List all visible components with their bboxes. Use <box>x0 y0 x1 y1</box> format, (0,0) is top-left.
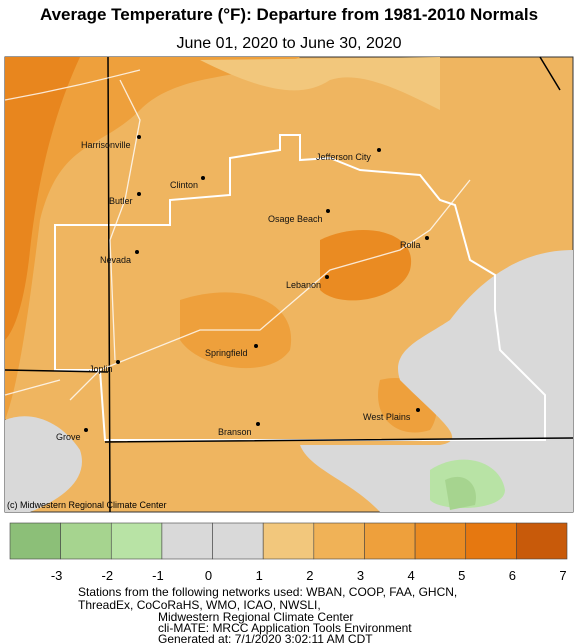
legend-tick-label: 0 <box>205 568 212 583</box>
state-boundary <box>4 56 574 513</box>
city-label: Rolla <box>400 240 421 250</box>
legend-swatch <box>262 522 315 560</box>
mild-area <box>200 57 440 110</box>
legend-swatch <box>465 522 517 560</box>
legend-tick-label: 6 <box>509 568 516 583</box>
neutral-area <box>300 250 573 512</box>
city-label: Lebanon <box>286 280 321 290</box>
city-label: Osage Beach <box>268 214 323 224</box>
footer-line: cli-MATE: MRCC Application Tools Environ… <box>158 621 412 635</box>
city-label: West Plains <box>363 412 411 422</box>
legend-swatch <box>60 522 112 560</box>
neutral-area <box>5 416 82 512</box>
warm-area <box>5 57 300 420</box>
legend-tick-label: -2 <box>101 568 113 583</box>
legend-swatch <box>161 522 213 560</box>
legend-tick-label: 5 <box>458 568 465 583</box>
legend: -3 -2 -1 0 1 2 3 4 5 6 7 <box>9 522 568 583</box>
legend-swatch <box>516 522 568 560</box>
hot-area <box>320 230 412 301</box>
legend-swatch <box>414 522 467 560</box>
credit: (c) Midwestern Regional Climate Center <box>7 500 167 510</box>
city-label: Joplin <box>89 364 113 374</box>
legend-tick-label: -3 <box>51 568 63 583</box>
city-label: Grove <box>56 432 81 442</box>
city-label: Branson <box>218 427 252 437</box>
map <box>4 56 574 513</box>
footer-line: Stations from the following networks use… <box>78 585 457 599</box>
city-label: Harrisonville <box>81 140 131 150</box>
legend-swatch <box>212 522 264 560</box>
city-label: Butler <box>109 196 133 206</box>
legend-tick-label: 1 <box>256 568 263 583</box>
legend-tick-label: 4 <box>407 568 414 583</box>
legend-swatch <box>110 522 163 560</box>
city-label: Clinton <box>170 180 198 190</box>
footer-line: ThreadEx, CoCoRaHS, WMO, ICAO, NWSLI, <box>78 598 321 612</box>
city-label: Nevada <box>100 255 131 265</box>
legend-swatch <box>313 522 365 560</box>
city-label: Springfield <box>205 348 248 358</box>
legend-tick-label: -1 <box>152 568 164 583</box>
region-boundary <box>54 134 546 441</box>
footer-line: Generated at: 7/1/2020 3:02:11 AM CDT <box>158 632 373 644</box>
legend-tick-label: 2 <box>306 568 313 583</box>
title: Average Temperature (°F): Departure from… <box>40 5 538 24</box>
legend-tick-label: 3 <box>357 568 364 583</box>
city-label: Jefferson City <box>316 152 371 162</box>
highway <box>4 69 471 401</box>
legend-swatch <box>364 522 416 560</box>
legend-swatch <box>9 522 61 560</box>
subtitle: June 01, 2020 to June 30, 2020 <box>176 35 401 52</box>
hot-area <box>5 57 80 340</box>
cool-area <box>445 476 476 510</box>
legend-tick-label: 7 <box>559 568 566 583</box>
footer-line: Midwestern Regional Climate Center <box>158 610 353 624</box>
city-dots <box>84 135 429 432</box>
